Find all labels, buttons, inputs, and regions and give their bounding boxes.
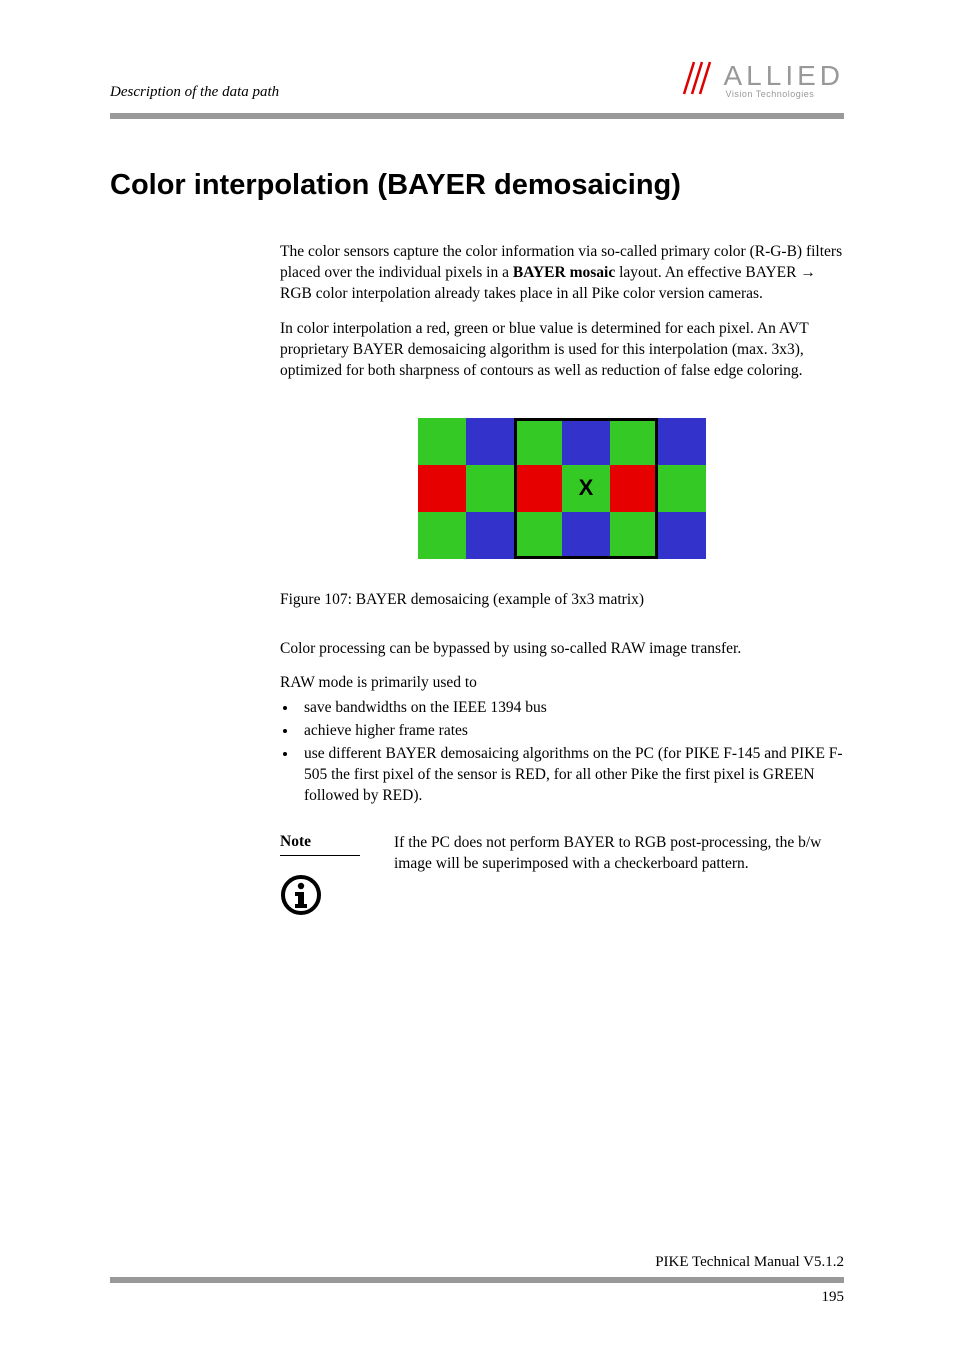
note-text: If the PC does not perform BAYER to RGB …	[394, 833, 844, 921]
page-number: 195	[110, 1289, 844, 1306]
section-header: Description of the data path	[110, 84, 279, 101]
footer-divider	[110, 1277, 844, 1283]
list-item: use different BAYER demosaicing algorith…	[298, 744, 844, 807]
note-block: Note If the PC does not perform BAYER to…	[280, 833, 844, 921]
footer-doc-title: PIKE Technical Manual V5.1.2	[110, 1254, 844, 1271]
logo-main-text: ALLIED	[724, 62, 845, 90]
paragraph-2: In color interpolation a red, green or b…	[280, 319, 844, 382]
x-mark-icon: X	[579, 475, 594, 501]
bayer-figure: X	[280, 418, 844, 559]
list-item: achieve higher frame rates	[298, 721, 844, 742]
figure-caption: Figure 107: BAYER demosaicing (example o…	[280, 591, 844, 609]
header-divider	[110, 113, 844, 119]
logo-slashes-icon	[676, 60, 720, 101]
logo-sub-text: Vision Technologies	[726, 90, 845, 99]
paragraph-1: The color sensors capture the color info…	[280, 242, 844, 305]
bayer-grid: X	[418, 418, 706, 559]
raw-mode-list: save bandwidths on the IEEE 1394 bus ach…	[298, 698, 844, 807]
note-label: Note	[280, 833, 360, 856]
paragraph-3: Color processing can be bypassed by usin…	[280, 639, 844, 660]
paragraph-4: RAW mode is primarily used to	[280, 673, 844, 694]
list-item: save bandwidths on the IEEE 1394 bus	[298, 698, 844, 719]
logo: ALLIED Vision Technologies	[676, 60, 845, 101]
info-icon	[280, 874, 394, 921]
page-title: Color interpolation (BAYER demosaicing)	[110, 169, 844, 202]
